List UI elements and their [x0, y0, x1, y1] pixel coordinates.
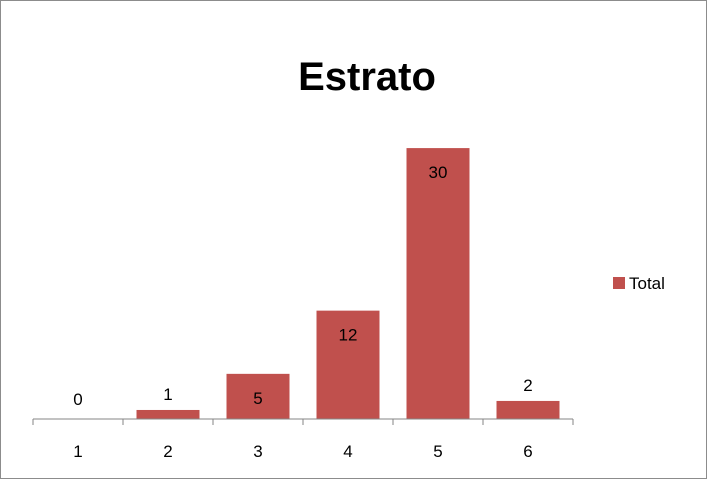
bar-5: [406, 148, 470, 419]
x-tick-label-4: 4: [343, 442, 352, 461]
legend: Total: [613, 274, 665, 293]
bar-2: [136, 409, 200, 419]
data-label-1: 0: [73, 390, 82, 409]
bar-3: [226, 373, 290, 419]
data-label-6: 2: [523, 376, 532, 395]
legend-label-total: Total: [629, 274, 665, 293]
x-tick-labels-group: 1 2 3 4 5 6: [73, 442, 532, 461]
data-label-2: 1: [163, 385, 172, 404]
legend-swatch-total: [613, 277, 625, 289]
x-tick-label-3: 3: [253, 442, 262, 461]
x-tick-label-2: 2: [163, 442, 172, 461]
data-labels-group: 0 1 5 12 30 2: [73, 163, 532, 409]
x-tick-label-5: 5: [433, 442, 442, 461]
bar-4: [316, 310, 380, 419]
bars-group: [136, 148, 560, 419]
data-label-5: 30: [429, 163, 448, 182]
x-tick-label-1: 1: [73, 442, 82, 461]
data-label-4: 12: [339, 326, 358, 345]
chart-title: Estrato: [298, 55, 436, 99]
data-label-3: 5: [253, 389, 262, 408]
bar-6: [496, 400, 560, 419]
x-tick-label-6: 6: [523, 442, 532, 461]
x-ticks-group: [32, 419, 574, 425]
